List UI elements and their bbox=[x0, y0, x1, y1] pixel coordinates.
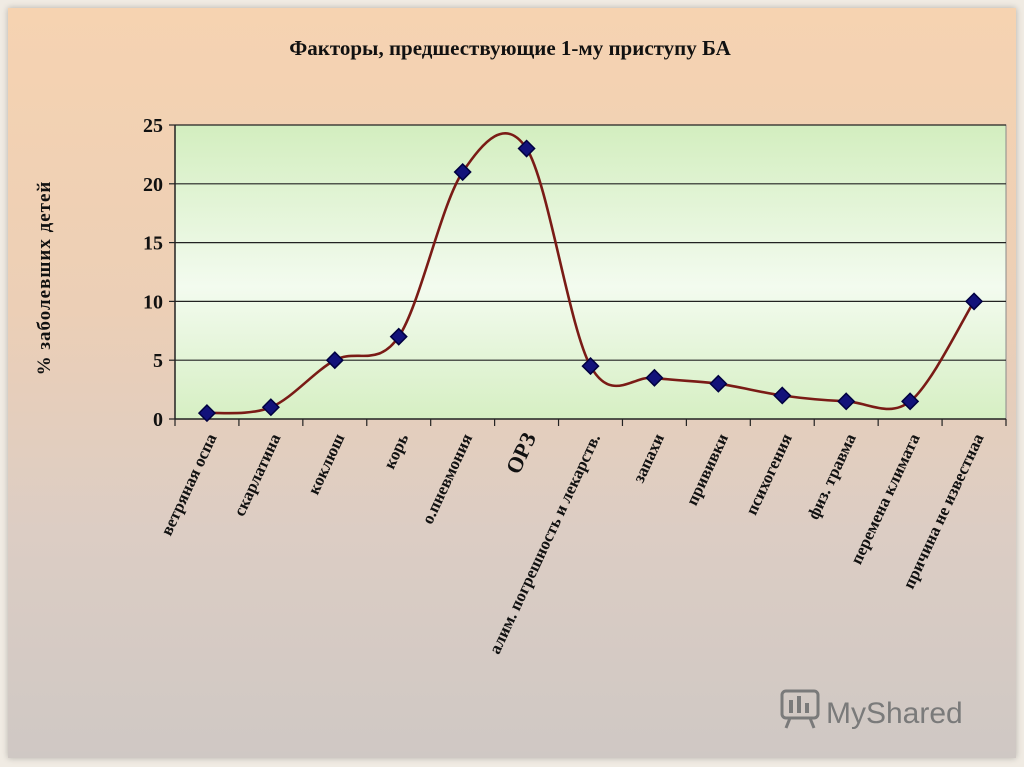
data-point bbox=[837, 392, 856, 411]
y-tick-label: 20 bbox=[143, 174, 163, 196]
x-category-label: корь bbox=[380, 431, 413, 472]
data-point bbox=[453, 162, 472, 182]
data-point bbox=[964, 292, 984, 311]
data-point bbox=[325, 351, 344, 370]
y-tick-label: 10 bbox=[143, 291, 163, 313]
data-point bbox=[773, 386, 792, 405]
data-point bbox=[901, 392, 920, 411]
slide: Факторы, предшествующие 1-му приступу БА… bbox=[8, 8, 1016, 758]
x-category-label: ОРЗ bbox=[501, 428, 542, 477]
plot-area: 0 5 10 15 20 25 ветряная оспа скарлатина коклюш к… bbox=[143, 115, 1007, 657]
x-category-label: физ. травма bbox=[804, 430, 860, 522]
presentation-board-icon bbox=[780, 689, 820, 729]
data-point bbox=[197, 404, 217, 423]
x-category-label: перемена климата bbox=[847, 430, 924, 567]
x-category-label: коклюш bbox=[304, 431, 349, 498]
x-category-label: скарлатина bbox=[230, 430, 285, 519]
data-point bbox=[581, 357, 600, 376]
y-tick-label: 25 bbox=[143, 115, 163, 137]
watermark-text: MyShared bbox=[826, 697, 963, 730]
x-category-label: психогения bbox=[742, 431, 796, 518]
y-tick-label: 15 bbox=[143, 233, 163, 255]
watermark: MyShared bbox=[780, 689, 963, 730]
x-category-label: прививки bbox=[682, 430, 732, 508]
y-tick-label: 5 bbox=[153, 350, 163, 372]
data-point bbox=[389, 327, 408, 346]
x-category-label: запахи bbox=[629, 430, 668, 485]
data-point bbox=[709, 374, 728, 393]
x-category-label: о.пневмония bbox=[418, 431, 476, 527]
chart-title: Факторы, предшествующие 1-му приступу БА bbox=[289, 36, 731, 60]
data-point bbox=[261, 398, 280, 417]
x-category-label: ветряная оспа bbox=[157, 430, 221, 538]
y-tick-label: 0 bbox=[153, 409, 163, 431]
line-chart: Факторы, предшествующие 1-му приступу БА… bbox=[34, 36, 1007, 730]
y-axis-label: % заболевших детей bbox=[34, 181, 55, 376]
data-point bbox=[517, 139, 536, 158]
data-point bbox=[645, 368, 664, 387]
